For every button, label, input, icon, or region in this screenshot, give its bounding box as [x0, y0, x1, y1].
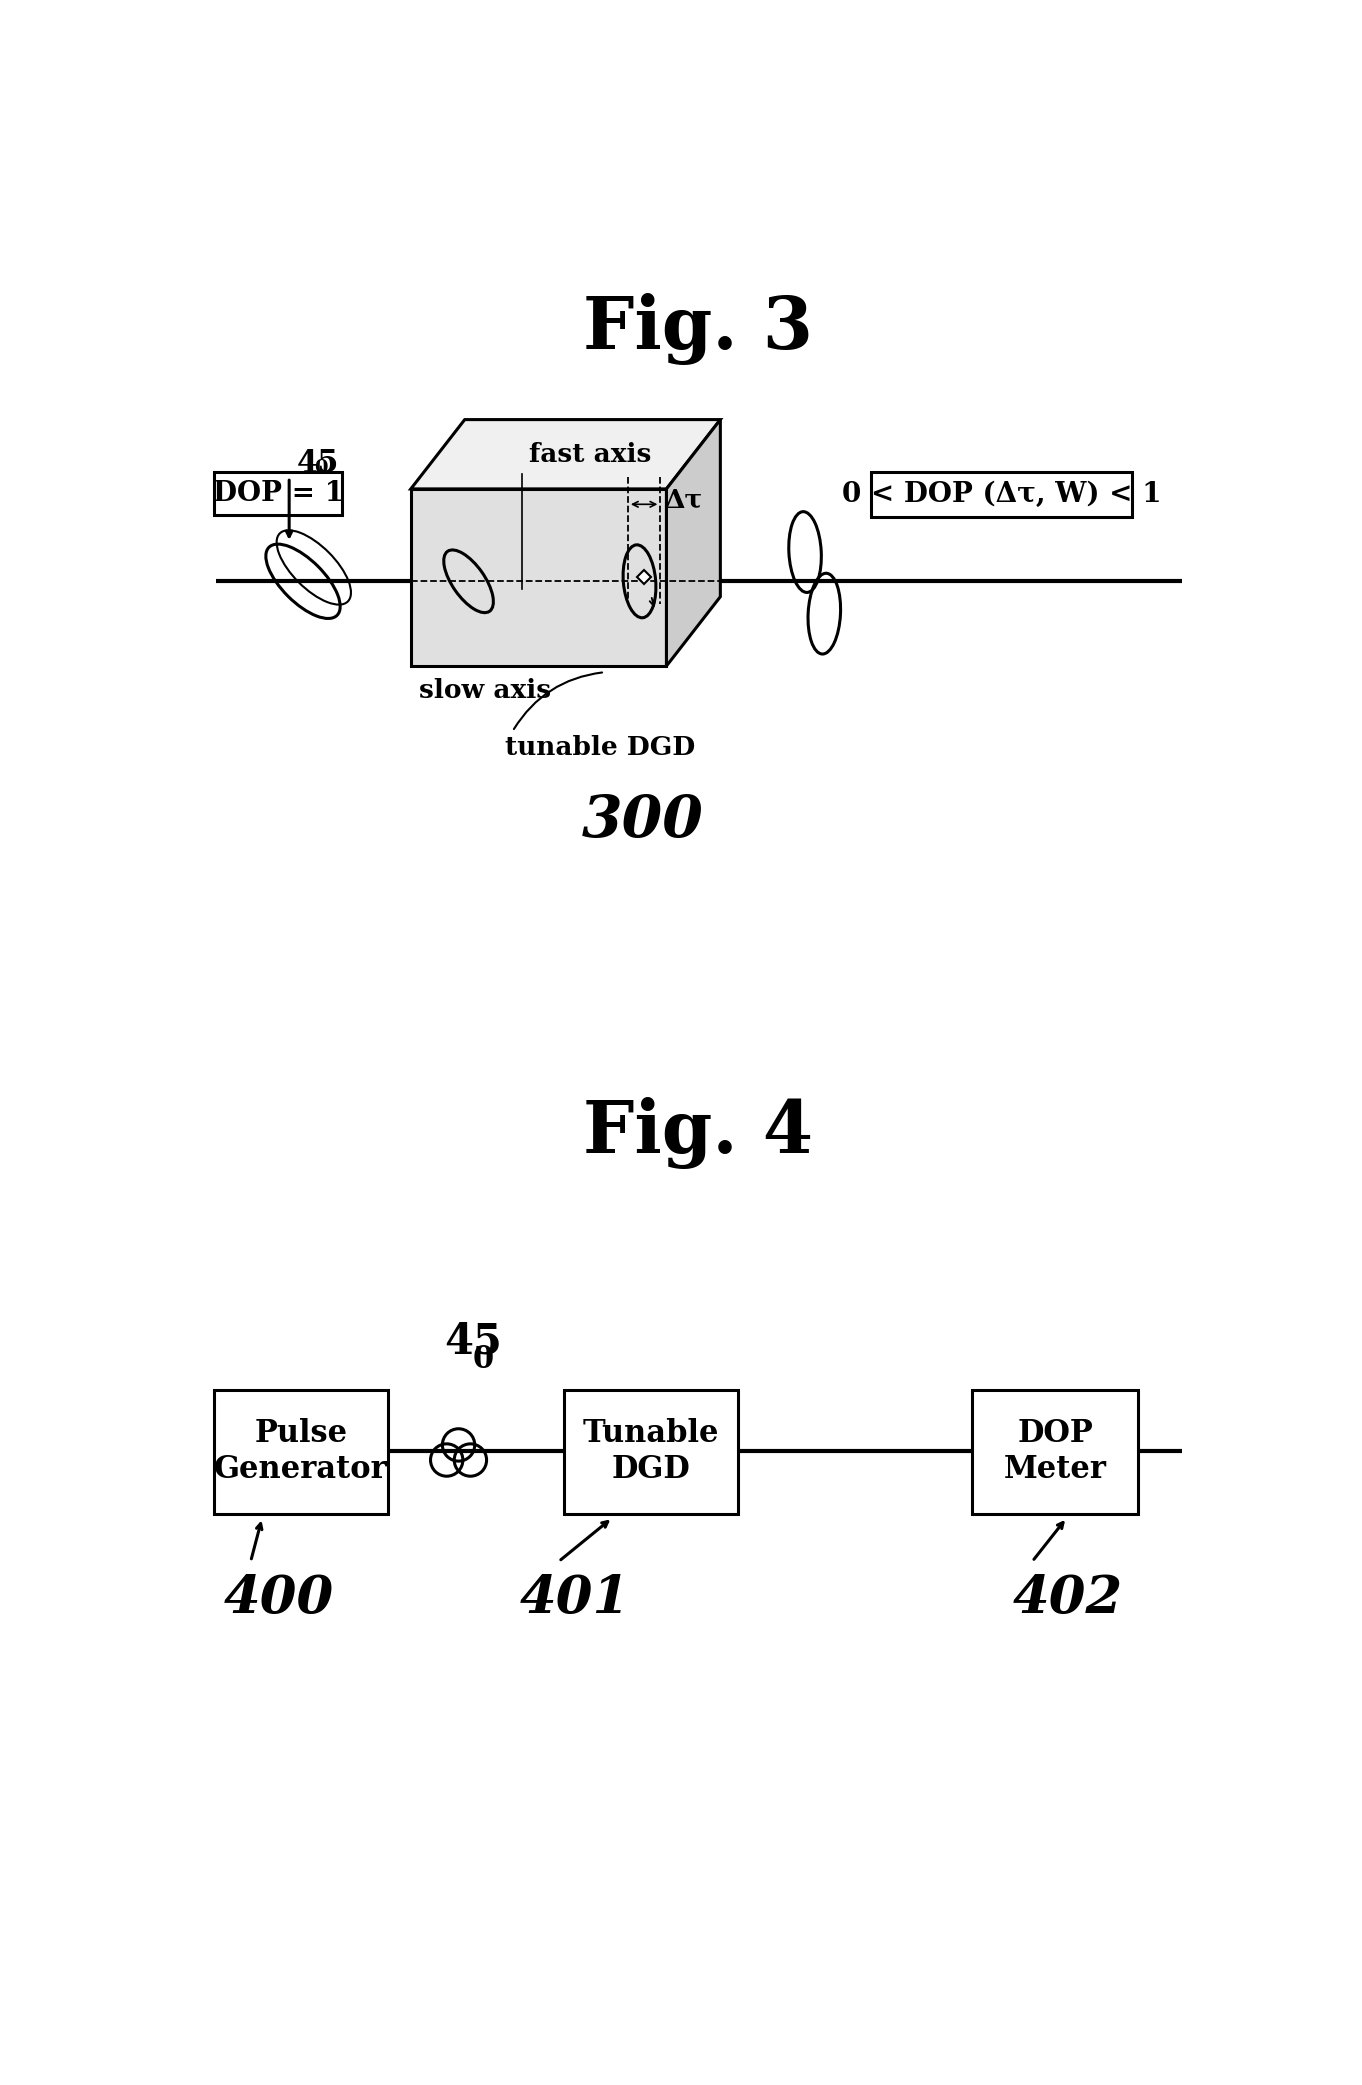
Text: Tunable
DGD: Tunable DGD: [583, 1418, 719, 1485]
Text: Pulse
Generator: Pulse Generator: [214, 1418, 388, 1485]
Text: 45: 45: [297, 448, 339, 480]
FancyBboxPatch shape: [214, 1391, 388, 1514]
Text: 0: 0: [473, 1345, 493, 1376]
Text: 45: 45: [445, 1322, 503, 1364]
Text: DOP
Meter: DOP Meter: [1004, 1418, 1107, 1485]
Text: 401: 401: [520, 1572, 631, 1624]
FancyBboxPatch shape: [214, 471, 342, 515]
Polygon shape: [411, 419, 720, 488]
Polygon shape: [666, 419, 720, 665]
Text: tunable DGD: tunable DGD: [505, 736, 695, 761]
Text: 0: 0: [313, 459, 327, 477]
Polygon shape: [411, 488, 666, 665]
FancyBboxPatch shape: [972, 1391, 1139, 1514]
Text: Fig. 4: Fig. 4: [583, 1097, 813, 1170]
Text: DOP = 1: DOP = 1: [212, 480, 343, 507]
Text: 400: 400: [223, 1572, 334, 1624]
Text: slow axis: slow axis: [418, 678, 550, 703]
Text: 402: 402: [1013, 1572, 1124, 1624]
Text: Fig. 3: Fig. 3: [583, 292, 813, 365]
FancyBboxPatch shape: [564, 1391, 738, 1514]
Text: 0 < DOP (Δτ, W) < 1: 0 < DOP (Δτ, W) < 1: [842, 482, 1162, 509]
Text: Δτ: Δτ: [665, 488, 703, 513]
Text: fast axis: fast axis: [528, 442, 651, 467]
Text: 300: 300: [582, 792, 704, 849]
FancyBboxPatch shape: [872, 471, 1132, 517]
